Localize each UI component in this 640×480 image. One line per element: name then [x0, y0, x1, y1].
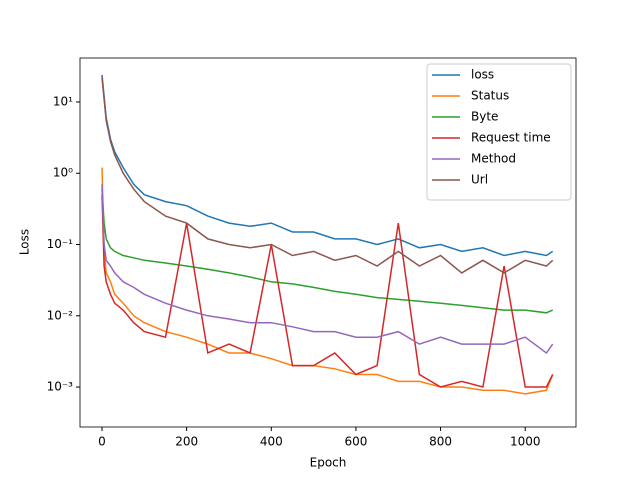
y-tick-label: 10⁰ [53, 166, 73, 180]
series-line [101, 167, 554, 395]
x-tick-label: 400 [260, 435, 283, 449]
y-axis-label: Loss [18, 229, 32, 255]
legend-label: Method [471, 152, 516, 166]
legend-box [426, 63, 572, 201]
series-line [101, 184, 554, 355]
x-tick-label: 200 [175, 435, 198, 449]
legend-label: Status [471, 89, 509, 103]
y-tick-label: 10⁻² [47, 308, 74, 322]
x-tick-label: 600 [344, 435, 367, 449]
series-line [101, 77, 554, 274]
x-tick-label: 1000 [510, 435, 541, 449]
axes-frame [79, 57, 577, 428]
series-line [101, 189, 553, 314]
x-tick-label: 800 [429, 435, 452, 449]
y-tick-label: 10⁻³ [47, 380, 74, 394]
series-line [101, 194, 554, 388]
series-line [101, 74, 554, 257]
y-tick-label: 10¹ [53, 94, 73, 108]
legend-label: Url [471, 173, 488, 187]
legend-label: Request time [471, 131, 551, 145]
legend-label: loss [471, 68, 494, 82]
y-tick-label: 10⁻¹ [47, 237, 74, 251]
x-axis-label: Epoch [310, 456, 347, 470]
legend-label: Byte [471, 110, 498, 124]
x-tick-label: 0 [98, 435, 106, 449]
